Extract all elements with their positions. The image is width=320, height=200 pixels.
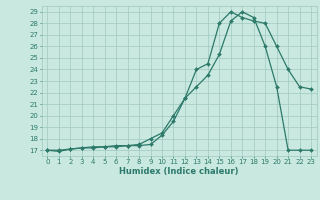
X-axis label: Humidex (Indice chaleur): Humidex (Indice chaleur) <box>119 167 239 176</box>
